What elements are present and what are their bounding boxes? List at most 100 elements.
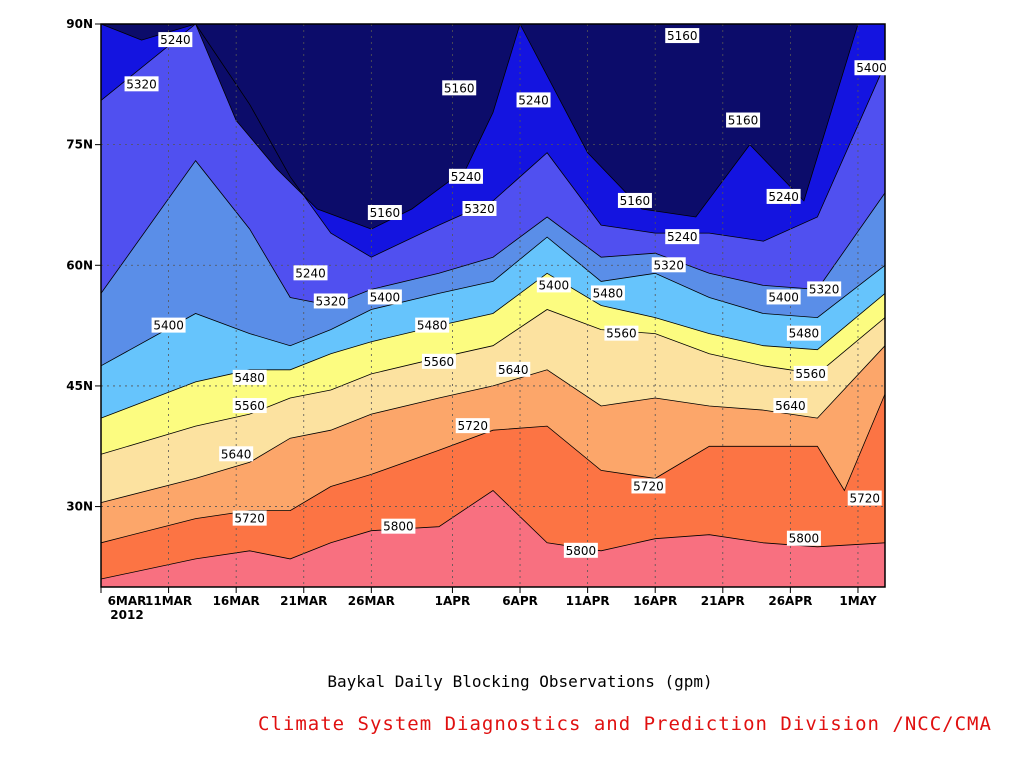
contour-label-bg [421,353,456,369]
y-tick-label-30N: 30N [66,500,93,514]
contour-label-text: 5160 [444,81,475,95]
contour-label-5640: 5640 [219,446,254,462]
contour-label-5480: 5480 [786,325,821,341]
contour-label-text: 5480 [417,319,448,333]
contour-label-5160: 5160 [665,28,700,44]
contour-label-5320: 5320 [124,76,159,92]
contour-label-text: 5560 [234,399,265,413]
contour-label-bg [151,317,186,333]
contour-label-bg [726,112,761,128]
contour-label-bg [313,293,348,309]
contour-label-text: 5640 [775,399,806,413]
contour-label-bg [786,325,821,341]
x-year-label: 2012 [110,608,143,622]
contour-label-5400: 5400 [367,289,402,305]
contour-label-text: 5800 [789,532,820,546]
plot-frame [100,23,886,588]
contour-label-text: 5400 [370,290,401,304]
y-tick-label-60N: 60N [66,258,93,272]
contour-label-bg [665,28,700,44]
contour-label-5480: 5480 [590,285,625,301]
contour-label-bg [367,205,402,221]
x-tick-label-11MAR: 11MAR [145,594,192,608]
contour-label-text: 5560 [795,367,826,381]
contour-label-5480: 5480 [232,369,267,385]
contour-line-5320 [100,160,886,306]
contour-label-bg [232,369,267,385]
contour-label-bg [665,229,700,245]
contour-label-text: 5240 [518,93,549,107]
contour-label-bg [786,530,821,546]
contour-label-bg [793,365,828,381]
contour-label-text: 5240 [667,230,698,244]
contour-label-text: 5640 [498,363,529,377]
y-axis: 30N 45N 60N 75N 90N [66,17,101,514]
contour-label-text: 5400 [768,290,799,304]
contour-label-5720: 5720 [232,510,267,526]
contour-label-5640: 5640 [496,361,531,377]
x-tick-label-26APR: 26APR [768,594,812,608]
contour-label-5320: 5320 [462,200,497,216]
contour-bands [101,24,885,587]
y-tick-label-90N: 90N [66,17,93,31]
contour-label-5240: 5240 [448,168,483,184]
contour-label-bg [158,32,193,48]
contour-label-5720: 5720 [847,490,882,506]
contour-label-text: 5240 [160,33,191,47]
contour-label-bg [232,510,267,526]
contour-label-bg [124,76,159,92]
contour-label-text: 5800 [566,544,597,558]
contour-label-bg [496,361,531,377]
x-tick-label-6APR: 6APR [502,594,538,608]
contour-label-5400: 5400 [151,317,186,333]
contour-label-5160: 5160 [726,112,761,128]
contour-label-bg [415,317,450,333]
contour-label-text: 5240 [768,190,799,204]
contour-label-bg [631,478,666,494]
contour-label-bg [604,325,639,341]
contour-label-text: 5320 [126,77,157,91]
contour-label-5720: 5720 [631,478,666,494]
contour-label-text: 5400 [153,319,184,333]
contour-label-bg [516,92,551,108]
contour-label-text: 5480 [234,371,265,385]
contour-label-text: 5240 [451,170,482,184]
contour-label-bg [807,281,842,297]
contour-label-5320: 5320 [313,293,348,309]
contour-label-bg [563,542,598,558]
contour-label-5160: 5160 [442,80,477,96]
contour-label-bg [367,289,402,305]
contour-label-bg [651,257,686,273]
contour-label-5160: 5160 [617,192,652,208]
contour-label-5320: 5320 [807,281,842,297]
x-tick-label-1MAY: 1MAY [839,594,876,608]
contour-label-5240: 5240 [158,32,193,48]
contour-label-bg [442,80,477,96]
contour-label-bg [232,398,267,414]
contour-label-5320: 5320 [651,257,686,273]
contour-label-bg [854,60,889,76]
contour-label-text: 5160 [370,206,401,220]
x-tick-label-11APR: 11APR [566,594,610,608]
contour-label-text: 5720 [849,492,880,506]
x-tick-label-16MAR: 16MAR [213,594,260,608]
contour-label-text: 5320 [809,282,840,296]
x-tick-label-1APR: 1APR [435,594,471,608]
contour-label-bg [448,168,483,184]
contour-label-text: 5320 [316,294,347,308]
contour-line-5800 [100,489,886,580]
contour-label-5240: 5240 [293,265,328,281]
contour-label-text: 5480 [593,286,624,300]
contour-label-bg [766,188,801,204]
contour-label-bg [219,446,254,462]
x-tick-label-26MAR: 26MAR [348,594,395,608]
y-tick-label-75N: 75N [66,138,93,152]
contour-label-text: 5320 [653,258,684,272]
contour-label-5800: 5800 [381,518,416,534]
chart-title: Baykal Daily Blocking Observations (gpm) [327,672,713,691]
contour-label-text: 5800 [383,520,414,534]
contour-label-bg [847,490,882,506]
contour-label-5560: 5560 [421,353,456,369]
contour-label-bg [617,192,652,208]
